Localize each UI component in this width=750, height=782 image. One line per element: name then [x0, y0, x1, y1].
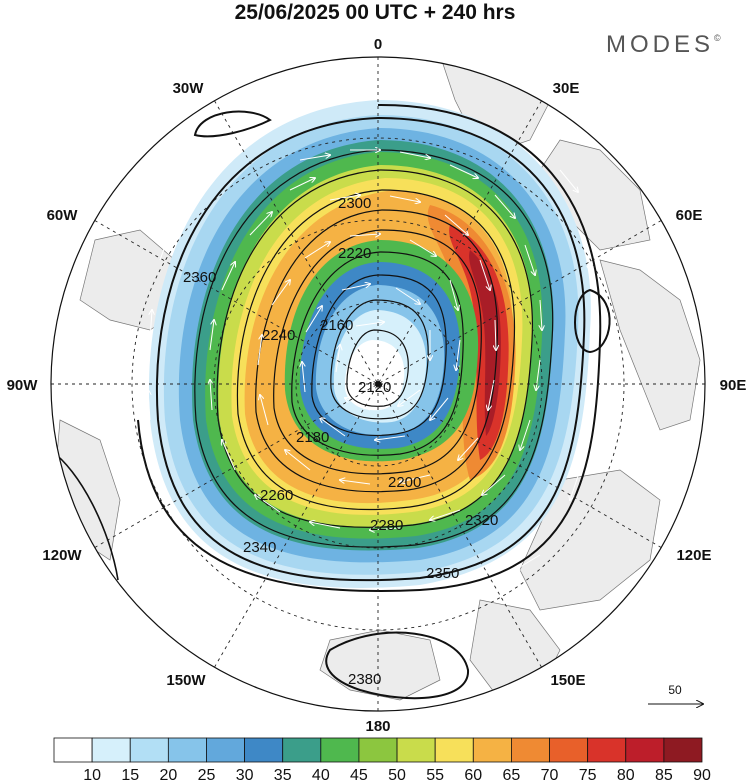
lon-label-0: 0	[374, 36, 382, 53]
colorbar-tick-label: 20	[159, 767, 177, 782]
colorbar-swatch	[625, 737, 665, 763]
lon-label-180: 180	[365, 718, 390, 735]
contour-label: 2200	[388, 474, 421, 491]
contour-labels: 2120 2160 2180 2200 2220 2240 2260 2280 …	[183, 195, 498, 688]
map-disk: 2120 2160 2180 2200 2220 2240 2260 2280 …	[51, 57, 705, 711]
lon-label-30e: 30E	[553, 80, 580, 97]
colorbar-tick-label: 85	[655, 767, 673, 782]
colorbar-tick-label: 65	[503, 767, 521, 782]
colorbar-tick-label: 10	[83, 767, 101, 782]
contour-label: 2180	[296, 429, 329, 446]
colorbar-tick-label: 30	[236, 767, 254, 782]
lon-label-60e: 60E	[676, 207, 703, 224]
contour-label: 2300	[338, 195, 371, 212]
brand-logo: MODES©	[606, 31, 721, 58]
pole-marker	[375, 381, 381, 387]
chart-title: 25/06/2025 00 UTC + 240 hrs	[234, 1, 516, 24]
colorbar-swatch	[320, 737, 360, 763]
colorbar-tick-label: 60	[464, 767, 482, 782]
colorbar-tick-label: 40	[312, 767, 330, 782]
colorbar-tick-label: 45	[350, 767, 368, 782]
height-contours	[51, 103, 611, 700]
colorbar-tick-label: 80	[617, 767, 635, 782]
lon-label-60w: 60W	[47, 207, 79, 224]
reference-vector-label: 50	[668, 683, 682, 697]
colorbar-swatch	[472, 737, 512, 763]
colorbar-swatch	[91, 737, 131, 763]
colorbar-swatch	[549, 737, 589, 763]
colorbar-tick-label: 75	[579, 767, 597, 782]
colorbar-tick-label: 25	[198, 767, 216, 782]
colorbar-tick-label: 55	[426, 767, 444, 782]
colorbar-tick-label: 50	[388, 767, 406, 782]
colorbar-swatch	[663, 737, 703, 763]
lon-label-90w: 90W	[7, 377, 39, 394]
lon-label-150w: 150W	[166, 672, 206, 689]
colorbar-swatch	[282, 737, 322, 763]
contour-label: 2340	[243, 539, 276, 556]
contour-label: 2160	[320, 317, 353, 334]
reference-vector: 50	[648, 683, 703, 704]
contour-label: 2320	[465, 512, 498, 529]
colorbar-tick-label: 70	[541, 767, 559, 782]
lon-label-120e: 120E	[676, 547, 711, 564]
colorbar-swatch	[53, 737, 93, 763]
colorbar-tick-label: 15	[121, 767, 139, 782]
wind-vectors	[148, 150, 590, 570]
lon-label-90e: 90E	[720, 377, 747, 394]
colorbar-tick-label: 90	[693, 767, 711, 782]
colorbar-swatch	[244, 737, 284, 763]
colorbar: 10 15 20 25 30 35 40 45 50 55 60 65 70 75 80 85 90	[53, 737, 711, 782]
colorbar-swatch	[511, 737, 550, 763]
colorbar-swatch	[206, 737, 245, 763]
graticule	[51, 57, 705, 711]
contour-label: 2240	[262, 327, 295, 344]
colorbar-swatch	[358, 737, 398, 763]
contour-label: 2280	[370, 517, 403, 534]
contour-label: 2380	[348, 671, 381, 688]
contour-label: 2220	[338, 245, 371, 262]
lon-label-150e: 150E	[550, 672, 585, 689]
map-boundary	[50, 56, 706, 712]
contour-label: 2120	[358, 379, 391, 396]
lon-label-30w: 30W	[173, 80, 205, 97]
colorbar-swatch	[587, 737, 627, 763]
contour-label: 2350	[426, 565, 459, 582]
colorbar-swatch	[167, 737, 207, 763]
contour-label: 2260	[260, 487, 293, 504]
colorbar-swatch	[129, 737, 169, 763]
colorbar-tick-label: 35	[274, 767, 292, 782]
colorbar-swatch	[434, 737, 474, 763]
colorbar-swatch	[396, 737, 436, 763]
longitude-labels: 0 30E 60E 90E 120E 150E 180 150W 120W 90…	[7, 36, 747, 735]
lon-label-120w: 120W	[42, 547, 82, 564]
contour-label: 2360	[183, 269, 216, 286]
